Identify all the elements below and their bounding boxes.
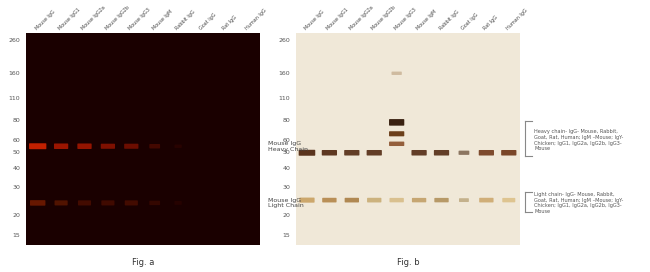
FancyBboxPatch shape — [389, 119, 404, 126]
Text: 20: 20 — [12, 213, 20, 218]
FancyBboxPatch shape — [29, 143, 46, 149]
Text: 160: 160 — [8, 71, 20, 76]
FancyBboxPatch shape — [367, 198, 382, 202]
FancyBboxPatch shape — [479, 150, 494, 156]
Text: Light chain- IgG- Mouse, Rabbit,
Goat, Rat, Human; IgM –Mouse; IgY-
Chicken; IgG: Light chain- IgG- Mouse, Rabbit, Goat, R… — [534, 192, 623, 214]
FancyBboxPatch shape — [150, 201, 160, 205]
Text: Rat IgG: Rat IgG — [222, 14, 238, 30]
Text: 60: 60 — [12, 138, 20, 143]
Text: Mouse IgG2a: Mouse IgG2a — [348, 4, 374, 30]
Text: Rabbit IgG: Rabbit IgG — [438, 9, 460, 30]
FancyBboxPatch shape — [344, 150, 359, 156]
FancyBboxPatch shape — [389, 131, 404, 136]
FancyBboxPatch shape — [124, 144, 138, 149]
Text: Mouse IgG1: Mouse IgG1 — [58, 7, 81, 30]
FancyBboxPatch shape — [174, 201, 182, 205]
FancyBboxPatch shape — [389, 198, 404, 202]
Text: 80: 80 — [282, 118, 290, 123]
Text: Mouse IgG
Heavy Chain: Mouse IgG Heavy Chain — [268, 141, 308, 152]
Text: 40: 40 — [282, 165, 290, 171]
Text: Mouse IgG: Mouse IgG — [34, 9, 56, 30]
FancyBboxPatch shape — [344, 198, 359, 202]
Text: Mouse IgM: Mouse IgM — [151, 8, 174, 30]
FancyBboxPatch shape — [298, 150, 315, 156]
Text: Rat IgG: Rat IgG — [483, 14, 499, 30]
FancyBboxPatch shape — [174, 144, 182, 148]
Text: Mouse IgG: Mouse IgG — [304, 9, 325, 30]
Text: Mouse IgM: Mouse IgM — [415, 8, 437, 30]
Text: 260: 260 — [8, 38, 20, 43]
Text: 50: 50 — [282, 150, 290, 155]
Text: 30: 30 — [12, 185, 20, 190]
Text: Goat IgG: Goat IgG — [460, 12, 479, 30]
Text: Mouse IgG3: Mouse IgG3 — [128, 7, 151, 30]
Text: Rabbit IgG: Rabbit IgG — [175, 9, 196, 30]
FancyBboxPatch shape — [458, 151, 469, 155]
Text: Mouse IgG2b: Mouse IgG2b — [370, 4, 397, 30]
Text: Mouse IgG1: Mouse IgG1 — [326, 7, 350, 30]
FancyBboxPatch shape — [101, 144, 115, 149]
Text: 110: 110 — [278, 96, 290, 101]
Text: Heavy chain- IgG- Mouse, Rabbit,
Goat, Rat, Human; IgM –Mouse; IgY-
Chicken; IgG: Heavy chain- IgG- Mouse, Rabbit, Goat, R… — [534, 129, 623, 152]
FancyBboxPatch shape — [459, 198, 469, 202]
FancyBboxPatch shape — [30, 200, 46, 206]
FancyBboxPatch shape — [322, 198, 337, 202]
FancyBboxPatch shape — [411, 150, 426, 156]
FancyBboxPatch shape — [54, 144, 68, 149]
Text: 15: 15 — [12, 233, 20, 237]
FancyBboxPatch shape — [322, 150, 337, 156]
FancyBboxPatch shape — [150, 144, 160, 149]
FancyBboxPatch shape — [434, 150, 449, 156]
Text: Human IgG: Human IgG — [505, 7, 528, 30]
Text: 80: 80 — [12, 118, 20, 123]
FancyBboxPatch shape — [77, 144, 92, 149]
FancyBboxPatch shape — [501, 150, 516, 156]
FancyBboxPatch shape — [300, 197, 315, 203]
FancyBboxPatch shape — [101, 200, 114, 205]
FancyBboxPatch shape — [125, 200, 138, 205]
Text: Fig. a: Fig. a — [132, 258, 154, 267]
FancyBboxPatch shape — [78, 200, 91, 205]
Text: 50: 50 — [12, 150, 20, 155]
Text: Goat IgG: Goat IgG — [198, 12, 217, 30]
FancyBboxPatch shape — [502, 198, 515, 202]
Text: Mouse IgG2a: Mouse IgG2a — [81, 4, 107, 30]
Text: 15: 15 — [282, 233, 290, 237]
FancyBboxPatch shape — [55, 200, 68, 205]
Text: 30: 30 — [282, 185, 290, 190]
Text: Fig. b: Fig. b — [396, 258, 419, 267]
FancyBboxPatch shape — [389, 141, 404, 146]
FancyBboxPatch shape — [412, 198, 426, 202]
FancyBboxPatch shape — [391, 72, 402, 75]
Text: Mouse IgG3: Mouse IgG3 — [393, 7, 417, 30]
Text: 260: 260 — [278, 38, 290, 43]
FancyBboxPatch shape — [367, 150, 382, 156]
FancyBboxPatch shape — [434, 198, 448, 202]
Text: 110: 110 — [8, 96, 20, 101]
Text: Mouse IgG
Light Chain: Mouse IgG Light Chain — [268, 197, 304, 208]
Text: 40: 40 — [12, 165, 20, 171]
FancyBboxPatch shape — [479, 198, 493, 202]
Text: Human IgG: Human IgG — [245, 7, 268, 30]
Text: 60: 60 — [282, 138, 290, 143]
Text: 160: 160 — [278, 71, 290, 76]
Text: Mouse IgG2b: Mouse IgG2b — [105, 4, 131, 30]
Text: 20: 20 — [282, 213, 290, 218]
